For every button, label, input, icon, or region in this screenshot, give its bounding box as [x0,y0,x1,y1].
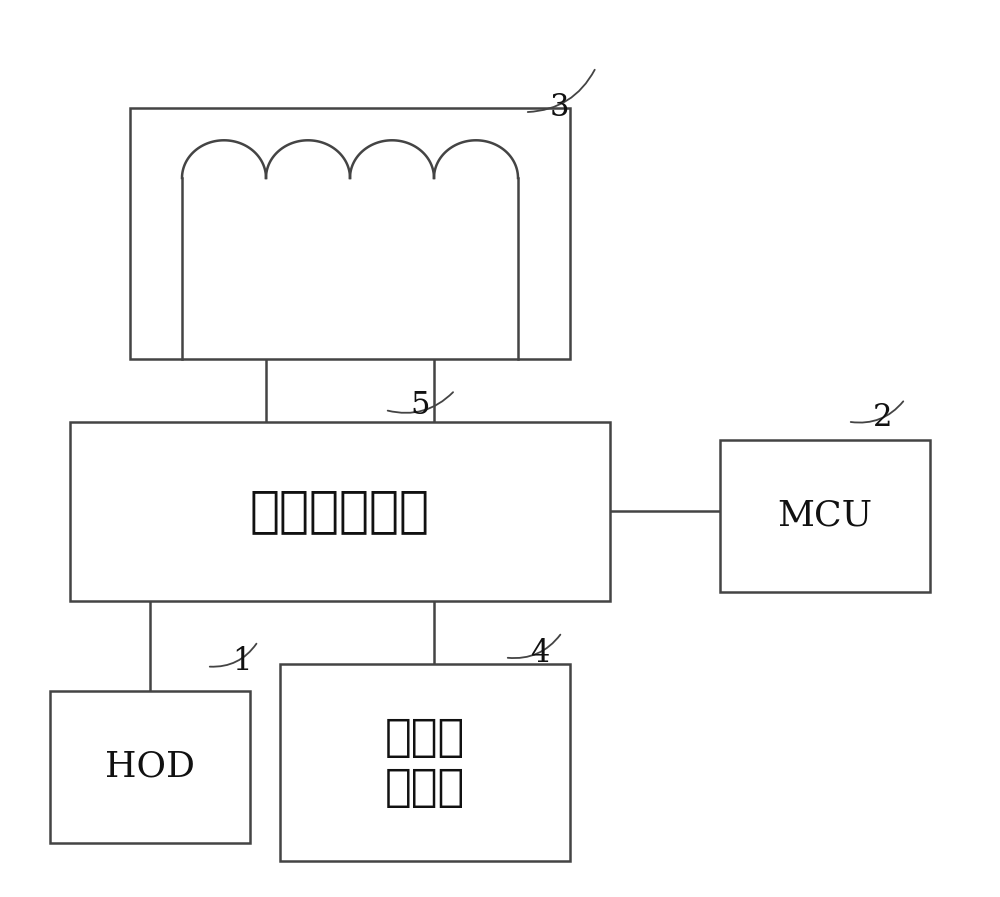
Text: MCU: MCU [777,499,873,533]
Text: 4: 4 [530,638,549,668]
Text: 5: 5 [410,390,430,421]
Text: 3: 3 [550,92,570,123]
Bar [720,440,930,592]
Bar [70,422,610,601]
Text: 1: 1 [232,647,252,677]
Text: HOD: HOD [105,750,195,784]
Text: 2: 2 [873,402,893,432]
Bar [50,691,250,843]
Text: 加热控
制模块: 加热控 制模块 [385,716,465,809]
Bar [130,108,570,359]
Bar [280,664,570,861]
Text: 隔离选择电路: 隔离选择电路 [250,487,430,536]
